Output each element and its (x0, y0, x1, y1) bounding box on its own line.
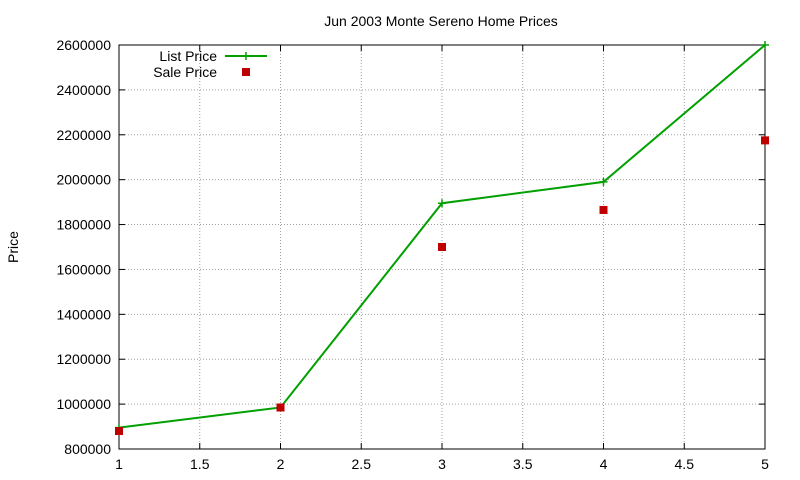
y-tick-label: 1000000 (56, 396, 111, 412)
data-point-list-price (761, 41, 769, 49)
data-point-list-price (599, 177, 608, 186)
axis-ticks: 1 1.5 2 2.5 3 3.5 4 4.5 5 800000 1000000 1200000 140… (56, 37, 769, 472)
x-tick-label: 5 (761, 456, 769, 472)
legend-label: Sale Price (153, 64, 217, 80)
plot-frame (118, 44, 766, 450)
x-tick-label: 1 (115, 456, 123, 472)
y-tick-label: 1800000 (56, 217, 111, 233)
y-tick-label: 800000 (64, 441, 111, 457)
y-tick-label: 1400000 (56, 306, 111, 322)
x-tick-label: 1.5 (190, 456, 210, 472)
data-point-sale-price (761, 136, 769, 145)
series-layer (115, 41, 769, 436)
x-tick-label: 3.5 (513, 456, 533, 472)
chart-title: Jun 2003 Monte Sereno Home Prices (324, 13, 557, 29)
data-point-list-price (438, 199, 446, 208)
data-point-sale-price (115, 427, 123, 436)
x-tick-label: 2 (277, 456, 285, 472)
y-tick-label: 2000000 (56, 172, 111, 188)
y-axis-label: Price (5, 231, 21, 263)
y-tick-label: 2600000 (56, 37, 111, 53)
x-tick-label: 2.5 (352, 456, 372, 472)
data-point-sale-price (438, 243, 446, 251)
y-tick-label: 2200000 (56, 127, 111, 143)
data-point-sale-price (276, 403, 285, 412)
x-tick-label: 3 (438, 456, 446, 472)
x-tick-label: 4.5 (675, 456, 695, 472)
y-tick-label: 2400000 (56, 82, 111, 98)
data-point-sale-price (599, 205, 608, 214)
y-tick-label: 1200000 (56, 351, 111, 367)
legend-marker (242, 52, 250, 60)
y-tick-label: 1600000 (56, 261, 111, 277)
legend-label: List Price (159, 48, 217, 64)
legend-marker (242, 68, 250, 76)
x-tick-label: 4 (600, 456, 608, 472)
